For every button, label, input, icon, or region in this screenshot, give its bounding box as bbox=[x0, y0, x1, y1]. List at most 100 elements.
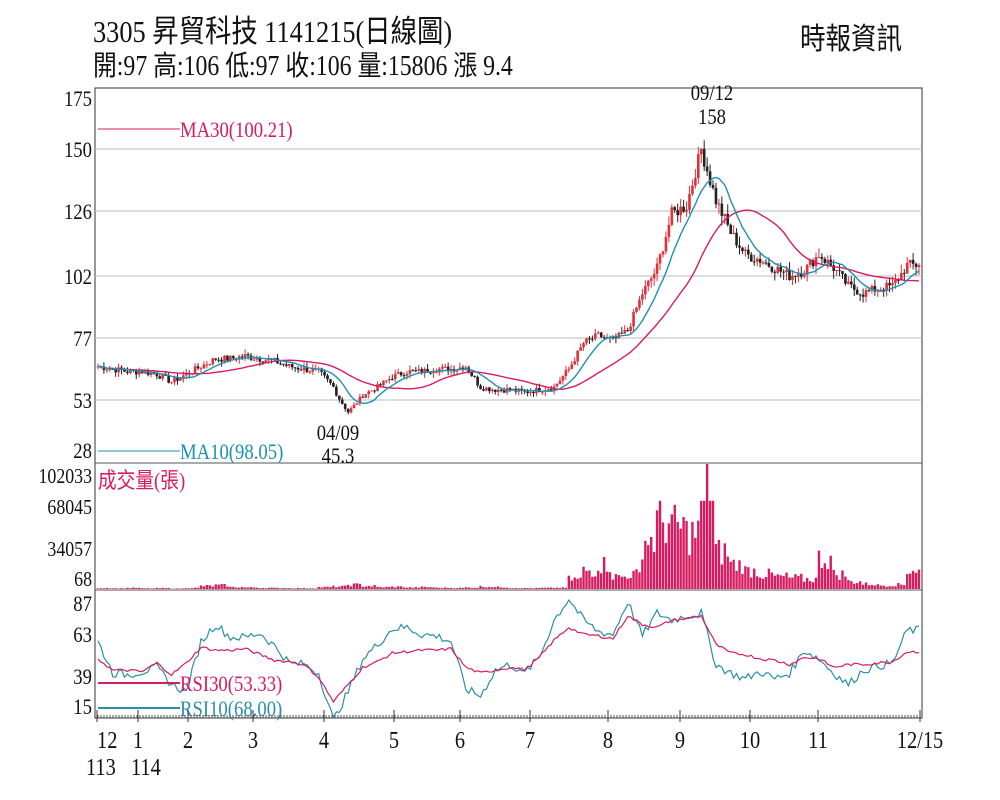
candle-body bbox=[785, 269, 788, 273]
volume-bar bbox=[491, 587, 494, 589]
volume-bar bbox=[676, 521, 679, 589]
candle-body bbox=[220, 359, 223, 362]
volume-bar bbox=[888, 586, 891, 589]
volume-bar bbox=[396, 586, 400, 589]
candle-body bbox=[617, 332, 621, 339]
candle-body bbox=[129, 369, 132, 374]
candle-body bbox=[582, 343, 585, 348]
volume-bar bbox=[417, 587, 420, 589]
candle-body bbox=[417, 369, 421, 371]
volume-bar bbox=[573, 577, 576, 589]
volume-bar bbox=[906, 574, 909, 589]
candle-body bbox=[246, 354, 250, 356]
candle-body bbox=[705, 166, 709, 172]
volume-bar bbox=[341, 585, 344, 589]
volume-bar bbox=[190, 588, 194, 589]
volume-bar bbox=[499, 587, 503, 589]
volume-tick-label: 102033 bbox=[39, 466, 92, 489]
candle-body bbox=[140, 371, 144, 374]
candle-body bbox=[835, 270, 838, 272]
volume-bar bbox=[644, 540, 647, 589]
volume-bar bbox=[517, 588, 520, 589]
volume-bar bbox=[455, 588, 459, 589]
volume-bar bbox=[541, 587, 544, 589]
candle-body bbox=[699, 148, 703, 155]
candle-body bbox=[538, 387, 541, 393]
volume-bar bbox=[435, 587, 438, 589]
volume-bar bbox=[143, 588, 147, 589]
candle-body bbox=[594, 333, 597, 339]
volume-bar bbox=[394, 587, 397, 589]
candle-body bbox=[146, 370, 150, 375]
volume-bar bbox=[655, 510, 659, 589]
candle-body bbox=[561, 375, 565, 381]
candle-body bbox=[773, 271, 777, 273]
volume-bar bbox=[552, 588, 556, 589]
candle-body bbox=[134, 370, 138, 375]
volume-bar bbox=[891, 586, 894, 589]
volume-bar bbox=[364, 586, 367, 589]
candle-body bbox=[720, 203, 724, 216]
candle-body bbox=[379, 384, 382, 386]
volume-bar bbox=[196, 587, 200, 589]
volume-bar bbox=[817, 550, 821, 589]
volume-bar bbox=[879, 585, 882, 589]
candle-body bbox=[402, 375, 406, 377]
source-label: 時報資訊 bbox=[800, 23, 902, 56]
volume-bar bbox=[161, 587, 164, 589]
price-tick-label: 126 bbox=[64, 201, 92, 225]
volume-bar bbox=[338, 586, 341, 589]
volume-bar bbox=[302, 588, 306, 589]
volume-bar bbox=[199, 585, 203, 589]
candle-body bbox=[340, 399, 344, 404]
volume-bar bbox=[670, 514, 674, 589]
volume-bar bbox=[137, 587, 141, 589]
volume-bar bbox=[791, 577, 794, 589]
volume-bar bbox=[794, 574, 797, 589]
candle-body bbox=[861, 294, 865, 297]
volume-bar bbox=[585, 570, 588, 589]
candle-body bbox=[117, 367, 120, 373]
x-tick-label: 11 bbox=[808, 726, 828, 753]
volume-bar bbox=[747, 567, 750, 589]
volume-bar bbox=[99, 588, 103, 589]
volume-bar bbox=[470, 588, 473, 589]
volume-bar bbox=[882, 585, 885, 589]
volume-bar bbox=[323, 586, 326, 589]
candle-body bbox=[917, 265, 921, 268]
volume-bar bbox=[276, 587, 279, 589]
volume-bar bbox=[111, 588, 114, 589]
volume-bar bbox=[535, 587, 538, 589]
candle-body bbox=[729, 224, 732, 235]
candle-body bbox=[894, 279, 897, 284]
candle-body bbox=[167, 375, 170, 383]
candle-body bbox=[788, 269, 791, 280]
candle-body bbox=[632, 311, 635, 327]
volume-bar bbox=[146, 588, 150, 589]
candle-body bbox=[891, 283, 894, 286]
candle-body bbox=[623, 330, 627, 334]
volume-bar bbox=[408, 587, 412, 589]
volume-bar bbox=[779, 575, 782, 589]
volume-bar bbox=[723, 543, 726, 589]
x-tick-label: 10 bbox=[740, 726, 760, 753]
volume-bar bbox=[811, 582, 815, 589]
volume-bar bbox=[479, 585, 482, 589]
volume-bar bbox=[838, 579, 841, 589]
volume-bar bbox=[561, 587, 565, 589]
candle-body bbox=[797, 273, 800, 277]
candle-body bbox=[361, 396, 365, 398]
volume-bar bbox=[193, 587, 197, 589]
candle-body bbox=[137, 371, 141, 375]
candle-body bbox=[579, 347, 582, 351]
candle-body bbox=[541, 391, 544, 393]
candle-body bbox=[217, 359, 220, 361]
candle-body bbox=[502, 390, 506, 393]
candle-body bbox=[279, 363, 282, 365]
candle-body bbox=[532, 392, 535, 394]
candle-body bbox=[873, 286, 877, 292]
volume-bar bbox=[423, 586, 426, 589]
volume-bar bbox=[773, 575, 777, 589]
volume-bar bbox=[205, 585, 209, 589]
